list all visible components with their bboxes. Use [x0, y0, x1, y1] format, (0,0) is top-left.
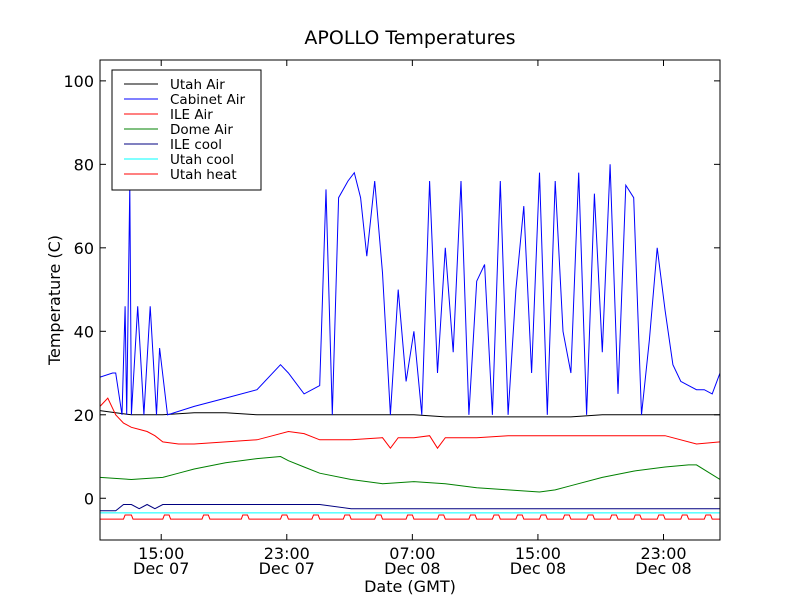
legend-box [111, 69, 262, 191]
legend-label-utah-heat: Utah heat [170, 167, 237, 183]
series-line-ile-air [100, 397, 720, 450]
x-tick-date-label: Dec 07 [133, 559, 189, 578]
series-line-utah-air [100, 410, 720, 418]
series-layer [100, 164, 720, 520]
y-axis-label: Temperature (C) [45, 235, 64, 366]
legend-label-utah-cool: Utah cool [170, 152, 234, 168]
legend-label-ile-air: ILE Air [170, 107, 213, 123]
plot-frame [99, 59, 721, 541]
x-tick-date-label: Dec 08 [510, 559, 566, 578]
chart-title: APOLLO Temperatures [304, 27, 515, 49]
y-tick-label: 100 [63, 72, 94, 91]
x-tick-time-label: 23:00 [640, 544, 686, 563]
x-tick-time-label: 07:00 [389, 544, 435, 563]
x-tick-time-label: 15:00 [515, 544, 561, 563]
legend-label-dome-air: Dome Air [170, 122, 233, 138]
x-tick-date-label: Dec 08 [635, 559, 691, 578]
y-tick-label: 60 [74, 239, 94, 258]
series-line-utah-heat [100, 514, 720, 520]
y-tick-label: 80 [74, 155, 94, 174]
x-tick-date-label: Dec 07 [259, 559, 315, 578]
x-tick-time-label: 23:00 [264, 544, 310, 563]
y-tick-label: 20 [74, 406, 94, 425]
series-line-cabinet-air [100, 164, 720, 416]
x-tick-date-label: Dec 08 [384, 559, 440, 578]
legend-label-ile-cool: ILE cool [170, 137, 222, 153]
x-tick-time-label: 15:00 [138, 544, 184, 563]
series-line-dome-air [100, 455, 720, 493]
x-axis-label: Date (GMT) [364, 577, 456, 596]
y-tick-label: 40 [74, 322, 94, 341]
series-line-ile-cool [100, 503, 720, 512]
legend-label-cabinet-air: Cabinet Air [170, 92, 245, 108]
y-tick-label: 0 [84, 489, 94, 508]
legend-label-utah-air: Utah Air [170, 77, 225, 93]
